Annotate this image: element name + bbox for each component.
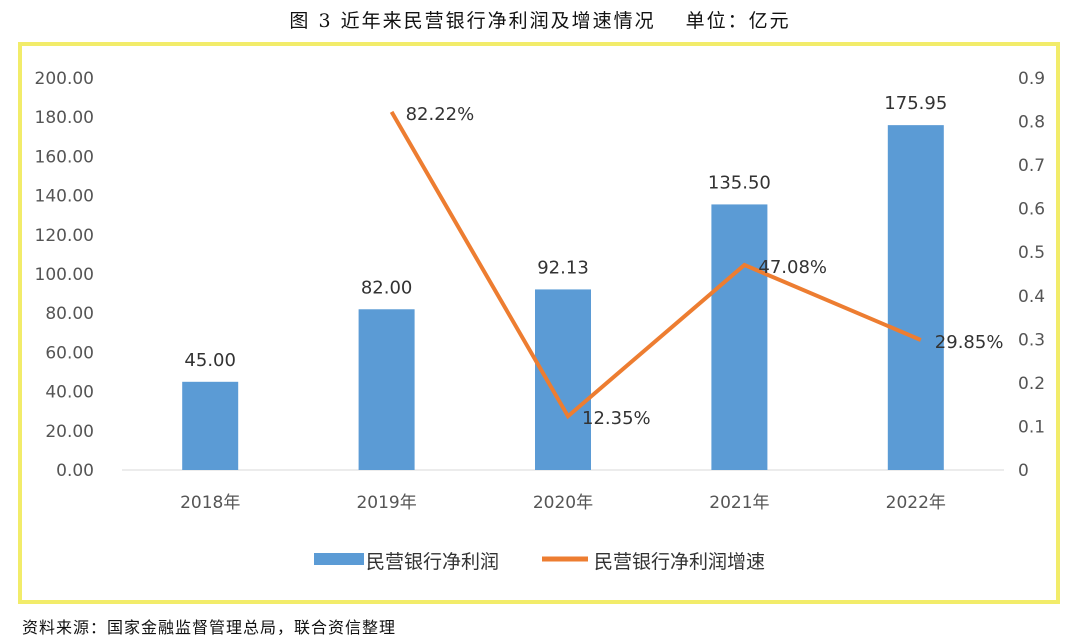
left-axis-tick: 200.00 <box>35 69 94 89</box>
x-axis-label: 2019年 <box>356 493 416 513</box>
x-axis-label: 2018年 <box>180 493 240 513</box>
line-data-label: 12.35% <box>582 408 651 429</box>
x-axis-label: 2022年 <box>886 493 946 513</box>
x-axis-label: 2021年 <box>709 493 769 513</box>
line-data-labels: 82.22% 12.35% 47.08% 29.85% <box>406 104 1004 429</box>
left-axis-tick: 100.00 <box>35 265 94 285</box>
right-axis-tick: 0.2 <box>1018 374 1045 394</box>
left-axis-tick: 80.00 <box>45 304 94 324</box>
bar <box>358 309 415 470</box>
bar-data-label: 175.95 <box>884 93 947 114</box>
right-axis-tick: 0.6 <box>1018 200 1045 220</box>
right-axis: 0 0.1 0.2 0.3 0.4 0.5 0.6 0.7 0.8 0.9 <box>1018 69 1045 481</box>
bar-data-label: 92.13 <box>537 257 589 278</box>
left-axis-tick: 180.00 <box>35 108 94 128</box>
combo-chart: 0.00 20.00 40.00 60.00 80.00 100.00 120.00 140.… <box>35 69 1046 573</box>
chart-unit: 单位：亿元 <box>685 10 791 32</box>
chart-title: 图 3 近年来民营银行净利润及增速情况 单位：亿元 <box>0 6 1080 33</box>
right-axis-tick: 0.5 <box>1018 243 1045 263</box>
growth-line <box>389 110 922 420</box>
left-axis-tick: 120.00 <box>35 226 94 246</box>
line-data-label: 29.85% <box>935 332 1004 353</box>
legend: 民营银行净利润 民营银行净利润增速 <box>314 551 765 573</box>
legend-swatch-bar <box>314 553 364 565</box>
chart-title-text: 图 3 近年来民营银行净利润及增速情况 <box>289 10 656 32</box>
right-axis-tick: 0.3 <box>1018 330 1045 350</box>
left-axis-tick: 0.00 <box>56 461 94 481</box>
bar-data-label: 82.00 <box>361 277 413 298</box>
chart-frame: 0.00 20.00 40.00 60.00 80.00 100.00 120.00 140.… <box>18 42 1060 604</box>
bar-series <box>182 125 944 471</box>
source-note: 资料来源：国家金融监督管理总局，联合资信整理 <box>22 618 397 637</box>
right-axis-tick: 0 <box>1018 461 1029 481</box>
bar-data-label: 45.00 <box>184 350 236 371</box>
right-axis-tick: 0.4 <box>1018 287 1045 307</box>
bar <box>535 289 591 470</box>
right-axis-tick: 0.7 <box>1018 156 1045 176</box>
bar <box>711 204 768 471</box>
right-axis-tick: 0.9 <box>1018 69 1045 89</box>
legend-label-profit: 民营银行净利润 <box>366 551 499 573</box>
left-axis-tick: 160.00 <box>35 147 94 167</box>
left-axis-tick: 40.00 <box>45 383 94 403</box>
left-axis: 0.00 20.00 40.00 60.00 80.00 100.00 120.00 140.… <box>35 69 94 481</box>
x-axis-labels: 2018年 2019年 2020年 2021年 2022年 <box>180 493 946 513</box>
left-axis-tick: 60.00 <box>45 343 94 363</box>
right-axis-tick: 0.8 <box>1018 113 1045 133</box>
x-axis-label: 2020年 <box>533 493 593 513</box>
left-axis-tick: 140.00 <box>35 187 94 207</box>
bar-data-labels: 45.00 82.00 92.13 135.50 175.95 <box>184 93 947 371</box>
line-data-label: 47.08% <box>758 257 827 278</box>
line-series <box>389 110 922 420</box>
bar <box>887 125 944 470</box>
bar-data-label: 135.50 <box>708 172 771 193</box>
line-data-label: 82.22% <box>406 104 475 125</box>
right-axis-tick: 0.1 <box>1018 417 1045 437</box>
legend-label-growth: 民营银行净利润增速 <box>594 551 765 573</box>
bar <box>182 381 239 470</box>
left-axis-tick: 20.00 <box>45 422 94 442</box>
